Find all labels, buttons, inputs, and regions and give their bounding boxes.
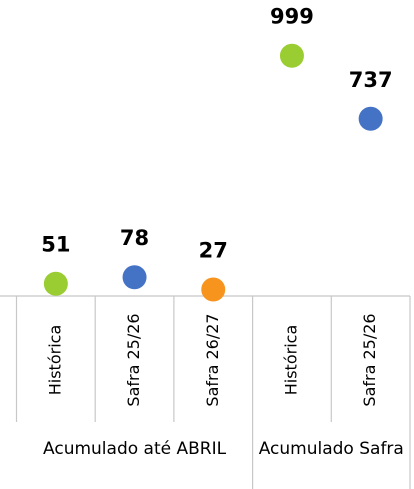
category-label: Histórica [45,325,64,396]
data-label: 51 [41,233,70,257]
dot [43,271,68,296]
category-label: Safra 25/26 [124,313,143,406]
group-label: Acumulado Safra [258,439,404,459]
dot [279,43,304,68]
group-label: Acumulado até ABRIL [43,439,227,459]
dot [201,277,226,302]
data-label: 737 [349,68,393,92]
category-label: Histórica [281,325,300,396]
data-label: 27 [199,239,228,263]
data-label: 999 [270,5,314,29]
dot [122,265,147,290]
dot [358,106,383,131]
data-label: 78 [120,226,149,250]
category-label: Safra 25/26 [360,313,379,406]
category-label: Safra 26/27 [203,313,222,406]
